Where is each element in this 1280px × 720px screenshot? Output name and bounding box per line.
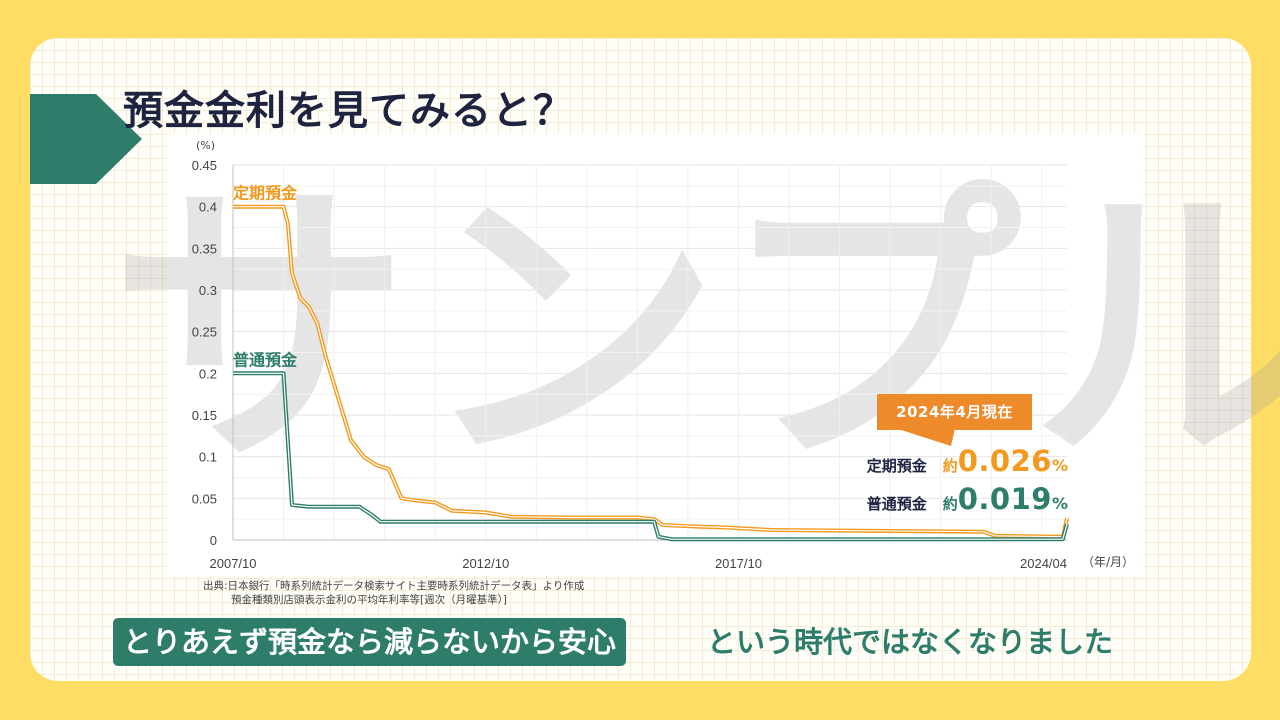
stat-futsu-label: 普通預金	[866, 495, 927, 513]
series-label-teiki: 定期預金	[232, 184, 298, 203]
stat-teiki-value: 0.026	[957, 444, 1052, 478]
y-tick-label: 0.3	[199, 283, 217, 298]
y-tick-label: 0.2	[199, 366, 217, 381]
x-axis-unit: （年/月）	[1082, 555, 1134, 569]
stat-futsu-prefix: 約	[942, 495, 958, 513]
callout-badge: 2024年4月現在	[877, 394, 1032, 430]
chart-panel	[167, 134, 1143, 576]
title-arrow-icon	[30, 94, 142, 184]
stat-teiki: 定期預金 約0.026%	[867, 444, 1068, 478]
callout-tail-icon	[895, 428, 955, 446]
stat-teiki-label: 定期預金	[866, 457, 927, 475]
page-title: 預金金利を見てみると？	[123, 88, 574, 134]
stat-teiki-unit: %	[1051, 456, 1068, 475]
series-line-inner	[233, 372, 1068, 540]
x-tick-label: 2024/04	[1020, 556, 1067, 571]
series-layer	[233, 204, 1069, 542]
x-tick-label: 2017/10	[715, 556, 762, 571]
stat-teiki-prefix: 約	[942, 457, 958, 475]
y-tick-label: 0.25	[192, 325, 217, 340]
y-tick-label: 0	[210, 533, 217, 548]
stat-futsu-unit: %	[1051, 494, 1068, 513]
y-tick-label: 0.15	[192, 408, 217, 423]
y-tick-label: 0.4	[199, 200, 217, 215]
stat-futsu-value: 0.019	[957, 482, 1052, 516]
x-tick-label: 2007/10	[210, 556, 257, 571]
series-line-inner	[233, 206, 1068, 538]
series-label-futsu: 普通預金	[233, 350, 298, 369]
bottom-highlight: とりあえず預金なら減らないから安心	[113, 618, 627, 666]
y-tick-label: 0.45	[192, 158, 217, 173]
label-layer: 0.45 0.4 0.35 0.3 0.25 0.2 0.15 0.1 0.05 0 (%) 2007…	[192, 139, 1134, 571]
y-tick-label: 0.05	[192, 491, 217, 506]
stat-futsu: 普通預金 約0.019%	[867, 482, 1068, 516]
source-line-2: 預金種類別店頭表示金利の平均年利率等[週次（月曜基準）]	[231, 594, 507, 606]
source-note: 出典:日本銀行「時系列統計データ検索サイト主要時系列統計データ表」より作成 預金…	[203, 579, 584, 607]
y-tick-label: 0.1	[199, 450, 217, 465]
x-tick-label: 2012/10	[462, 556, 509, 571]
bottom-message: という時代ではなくなりました	[707, 625, 1114, 659]
y-tick-label: 0.35	[192, 241, 217, 256]
y-axis-unit: (%)	[196, 139, 215, 152]
source-line-1: 出典:日本銀行「時系列統計データ検索サイト主要時系列統計データ表」より作成	[203, 580, 585, 592]
